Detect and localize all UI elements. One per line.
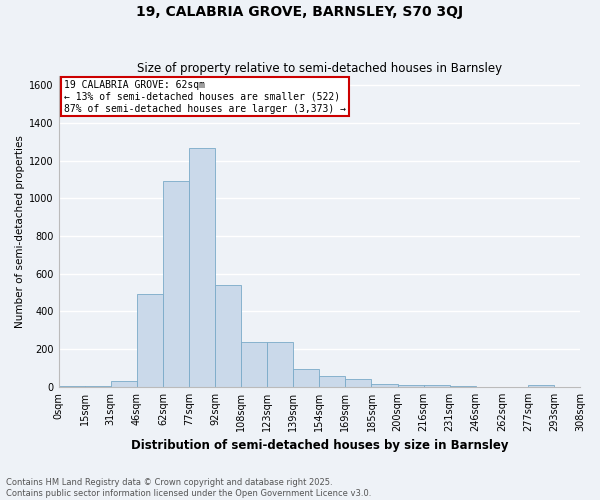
Bar bbox=[189, 148, 215, 387]
Bar bbox=[528, 384, 554, 387]
Bar bbox=[241, 342, 267, 387]
Bar bbox=[371, 384, 398, 387]
Bar bbox=[449, 386, 476, 387]
Bar bbox=[398, 385, 424, 387]
Text: 19, CALABRIA GROVE, BARNSLEY, S70 3QJ: 19, CALABRIA GROVE, BARNSLEY, S70 3QJ bbox=[136, 5, 464, 19]
Title: Size of property relative to semi-detached houses in Barnsley: Size of property relative to semi-detach… bbox=[137, 62, 502, 74]
Bar bbox=[319, 376, 346, 387]
Bar bbox=[111, 381, 137, 387]
Text: Contains HM Land Registry data © Crown copyright and database right 2025.
Contai: Contains HM Land Registry data © Crown c… bbox=[6, 478, 371, 498]
Bar bbox=[215, 285, 241, 387]
Text: 19 CALABRIA GROVE: 62sqm
← 13% of semi-detached houses are smaller (522)
87% of : 19 CALABRIA GROVE: 62sqm ← 13% of semi-d… bbox=[64, 80, 346, 114]
Bar bbox=[163, 182, 189, 387]
Bar bbox=[137, 294, 163, 387]
X-axis label: Distribution of semi-detached houses by size in Barnsley: Distribution of semi-detached houses by … bbox=[131, 440, 508, 452]
Bar bbox=[346, 380, 371, 387]
Bar bbox=[424, 385, 449, 387]
Bar bbox=[85, 386, 111, 387]
Bar bbox=[267, 342, 293, 387]
Y-axis label: Number of semi-detached properties: Number of semi-detached properties bbox=[15, 135, 25, 328]
Bar bbox=[59, 386, 85, 387]
Bar bbox=[293, 369, 319, 387]
